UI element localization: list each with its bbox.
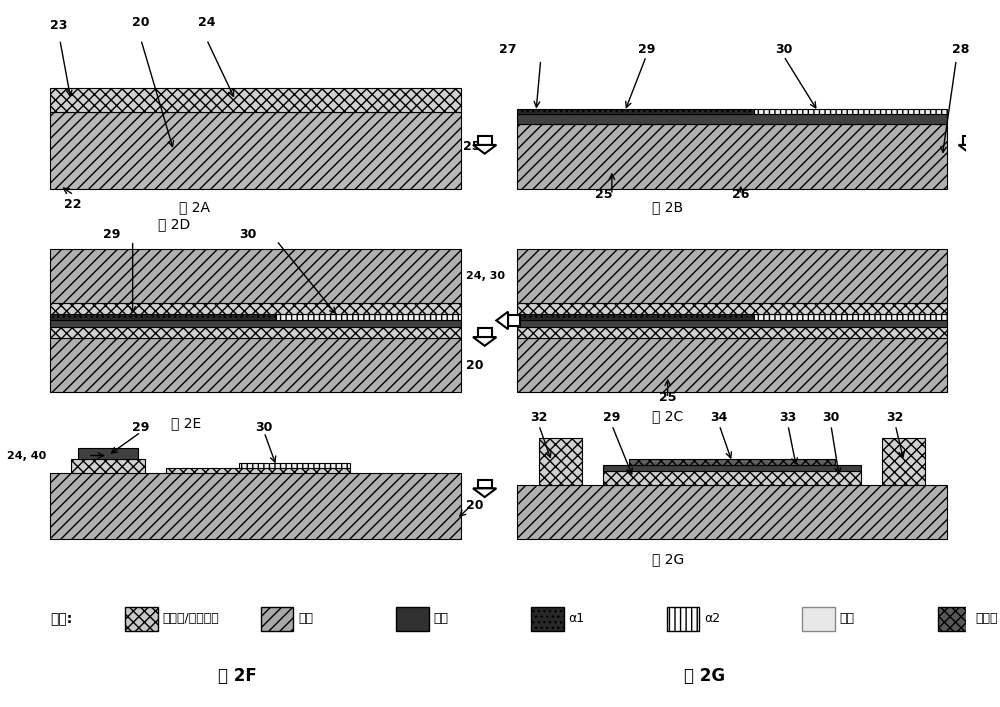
Bar <box>517 249 947 303</box>
Bar <box>667 607 699 631</box>
Text: 图 2A: 图 2A <box>179 200 210 214</box>
Text: 24, 30: 24, 30 <box>466 271 505 281</box>
Text: 30: 30 <box>239 228 256 242</box>
Bar <box>517 303 947 313</box>
Bar <box>261 607 293 631</box>
Bar <box>50 338 461 392</box>
Bar <box>603 465 861 471</box>
Text: 金属: 金属 <box>433 612 448 626</box>
Bar <box>629 459 835 465</box>
Bar <box>50 327 461 338</box>
Polygon shape <box>473 337 496 346</box>
Bar <box>50 249 461 303</box>
Bar <box>754 109 947 115</box>
Text: 25: 25 <box>595 187 612 201</box>
Text: 20: 20 <box>132 16 150 29</box>
Bar <box>396 607 429 631</box>
Text: α1: α1 <box>569 612 585 626</box>
Bar <box>517 327 947 338</box>
Bar <box>50 88 461 112</box>
Bar <box>603 471 861 485</box>
Bar <box>239 462 350 468</box>
Text: 33: 33 <box>779 411 797 423</box>
Bar <box>71 459 145 473</box>
Text: 32: 32 <box>530 411 548 423</box>
Text: 27: 27 <box>499 42 516 56</box>
Bar <box>125 607 158 631</box>
Bar <box>517 313 754 320</box>
Text: 29: 29 <box>103 228 121 242</box>
Polygon shape <box>496 312 508 329</box>
Text: 25: 25 <box>659 391 676 404</box>
Text: 32: 32 <box>887 411 904 423</box>
Bar <box>938 607 970 631</box>
Bar <box>963 136 977 145</box>
Text: 图 2E: 图 2E <box>171 416 201 431</box>
Polygon shape <box>959 145 982 153</box>
Bar <box>50 473 461 539</box>
Polygon shape <box>473 489 496 497</box>
Bar <box>517 109 754 115</box>
Text: 30: 30 <box>822 411 840 423</box>
Text: 28: 28 <box>952 42 969 56</box>
Text: 34: 34 <box>711 411 728 423</box>
Bar <box>517 338 947 392</box>
Text: 29: 29 <box>603 411 621 423</box>
Bar <box>50 313 276 320</box>
Text: 23: 23 <box>50 20 68 33</box>
Text: 30: 30 <box>775 42 792 56</box>
Text: 29: 29 <box>132 421 150 433</box>
Text: 图 2G: 图 2G <box>652 553 684 566</box>
Text: 图例:: 图例: <box>50 612 73 626</box>
Text: 20: 20 <box>466 358 484 371</box>
Text: 26: 26 <box>732 187 749 201</box>
Bar <box>517 485 947 539</box>
Bar <box>50 320 461 327</box>
Text: 牺牲: 牺牲 <box>840 612 855 626</box>
Text: 22: 22 <box>64 198 82 211</box>
Bar <box>517 320 947 327</box>
Text: α2: α2 <box>704 612 720 626</box>
Bar <box>517 124 947 189</box>
Bar <box>478 136 492 145</box>
Text: 图 2C: 图 2C <box>652 409 683 423</box>
Text: 25: 25 <box>463 140 480 153</box>
Bar <box>508 315 520 326</box>
Bar <box>539 438 582 485</box>
Bar <box>531 607 564 631</box>
Bar <box>517 115 947 124</box>
Bar <box>166 468 350 473</box>
Text: 图 2B: 图 2B <box>652 200 683 214</box>
Bar <box>276 313 461 320</box>
Text: 图 2G: 图 2G <box>684 667 725 685</box>
Text: 派瑞林/粘合材料: 派瑞林/粘合材料 <box>163 612 219 626</box>
Text: 20: 20 <box>466 499 484 513</box>
Bar <box>50 303 461 313</box>
Text: 图 2D: 图 2D <box>158 218 190 231</box>
Text: 基板: 基板 <box>298 612 313 626</box>
Text: 24: 24 <box>198 16 215 29</box>
Bar <box>50 112 461 189</box>
Bar <box>802 607 835 631</box>
Polygon shape <box>473 145 496 153</box>
Text: 吸收体: 吸收体 <box>975 612 997 626</box>
Bar <box>754 313 947 320</box>
Bar <box>882 438 925 485</box>
Bar <box>78 448 138 459</box>
Bar <box>478 328 492 337</box>
Text: 29: 29 <box>638 42 655 56</box>
Bar <box>478 479 492 489</box>
Text: 30: 30 <box>255 421 273 433</box>
Text: 图 2F: 图 2F <box>218 667 257 685</box>
Text: 24, 40: 24, 40 <box>7 450 46 460</box>
